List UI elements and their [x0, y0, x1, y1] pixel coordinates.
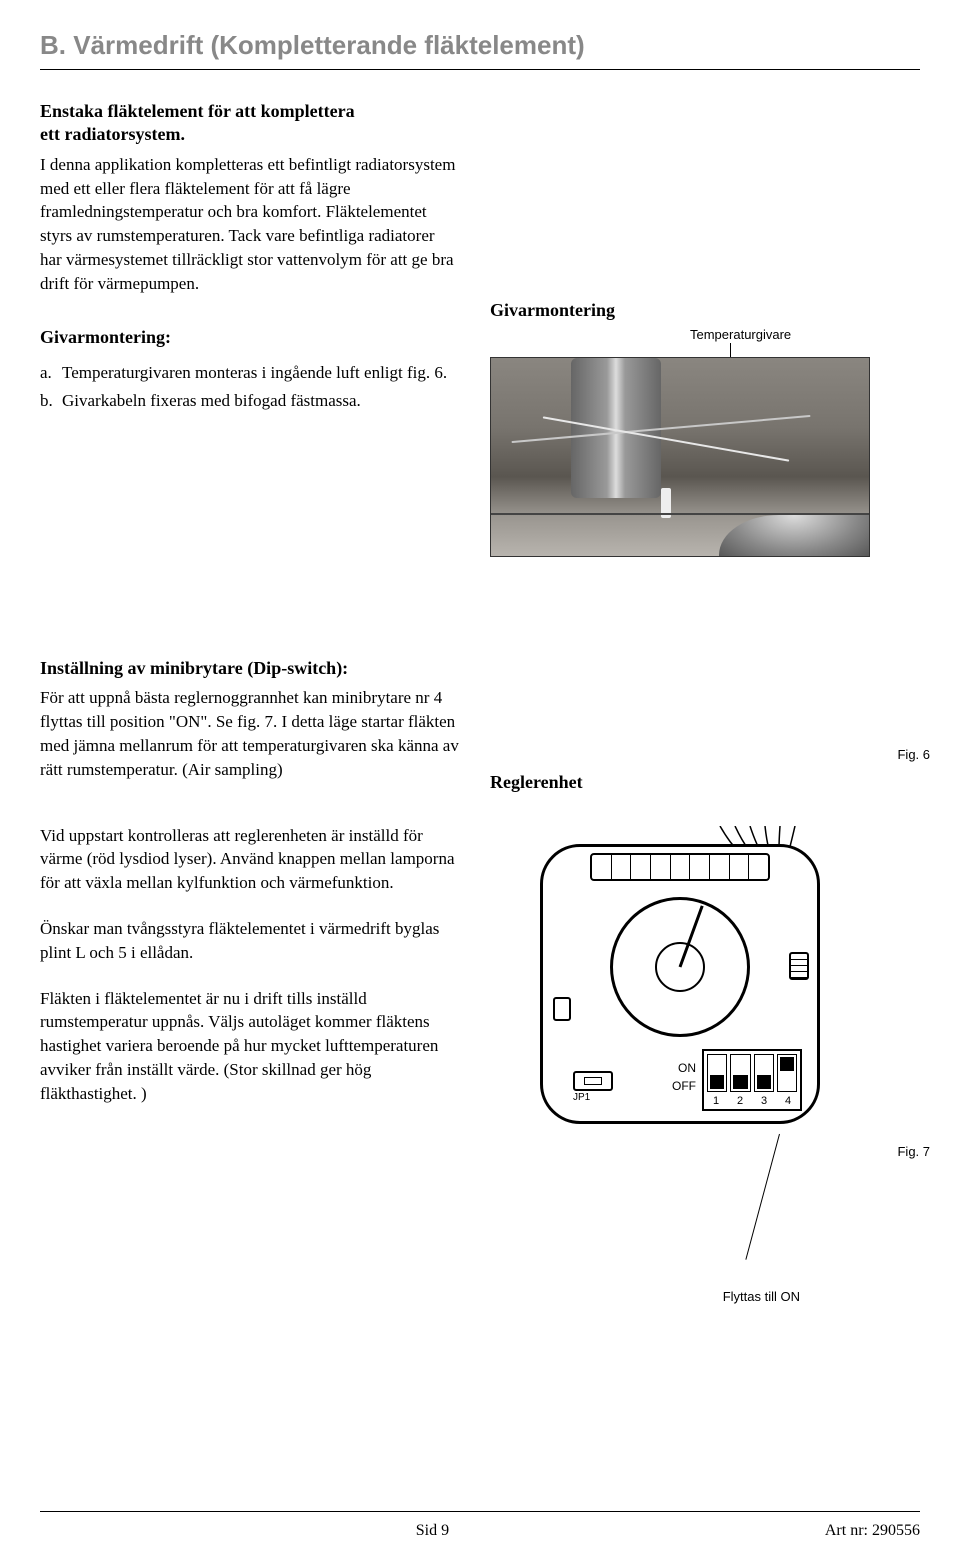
list-letter-a: a.	[40, 361, 62, 385]
sensor-caption: Temperaturgivare	[690, 327, 791, 342]
intro-paragraph: I denna applikation kompletteras ett bef…	[40, 153, 460, 296]
page-title: B. Värmedrift (Kompletterande fläkteleme…	[40, 30, 920, 61]
photo-pipe	[571, 358, 661, 498]
controller-side-button-left	[553, 997, 571, 1021]
footer-artnr: Art nr: 290556	[825, 1522, 920, 1540]
dip-numbers: 1 2 3 4	[704, 1095, 800, 1107]
last-p3: Fläkten i fläktelementet är nu i drift t…	[40, 987, 460, 1106]
dip-switch-3	[754, 1054, 774, 1092]
list-item-a: a. Temperaturgivaren monteras i ingående…	[40, 361, 460, 385]
title-rule	[40, 69, 920, 70]
dipswitch-heading: Inställning av minibrytare (Dip-switch):	[40, 657, 460, 680]
list-item-b: b. Givarkabeln fixeras med bifogad fästm…	[40, 389, 460, 413]
controller-dip-switch: ON OFF 1 2 3 4	[702, 1049, 802, 1111]
page-footer: Sid 9 Art nr: 290556	[40, 1511, 920, 1540]
givarmontering-heading: Givarmontering:	[40, 326, 460, 349]
list-text-b: Givarkabeln fixeras med bifogad fästmass…	[62, 389, 361, 413]
sensor-photo	[490, 357, 870, 557]
list-text-a: Temperaturgivaren monteras i ingående lu…	[62, 361, 447, 385]
dip-num-4: 4	[776, 1095, 800, 1107]
dip-on-label: ON	[672, 1059, 696, 1077]
intro-heading: Enstaka fläktelement för att komplettera…	[40, 100, 460, 147]
photo-cylinder	[719, 515, 869, 557]
dip-num-2: 2	[728, 1095, 752, 1107]
last-p1: Vid uppstart kontrolleras att reglerenhe…	[40, 824, 460, 895]
dip-pointer-caption: Flyttas till ON	[723, 1289, 800, 1304]
dip-switch-4	[777, 1054, 797, 1092]
section-intro: Enstaka fläktelement för att komplettera…	[40, 100, 920, 557]
last-p2: Önskar man tvångsstyra fläktelementet i …	[40, 917, 460, 965]
dipswitch-paragraph: För att uppnå bästa reglernoggrannhet ka…	[40, 686, 460, 781]
dip-on-off-labels: ON OFF	[672, 1059, 696, 1095]
dip-pointer-line	[745, 1133, 780, 1259]
controller-diagram: JP1 ON OFF 1 2	[520, 834, 850, 1154]
footer-page: Sid 9	[416, 1522, 449, 1540]
dip-switch-1	[707, 1054, 727, 1092]
list-letter-b: b.	[40, 389, 62, 413]
intro-heading-l2: ett radiatorsystem.	[40, 124, 185, 144]
givarmontering-label: Givarmontering	[490, 300, 920, 321]
dip-off-label: OFF	[672, 1077, 696, 1095]
controller-terminal	[590, 853, 770, 881]
dip-num-3: 3	[752, 1095, 776, 1107]
section-dipswitch: Inställning av minibrytare (Dip-switch):…	[40, 657, 920, 804]
controller-side-button-right	[789, 952, 809, 980]
sensor-photo-diagram: Temperaturgivare	[490, 327, 870, 557]
dip-switches-row	[704, 1051, 800, 1095]
section-controller: Vid uppstart kontrolleras att reglerenhe…	[40, 824, 920, 1154]
fig7-label: Fig. 7	[897, 1144, 930, 1159]
intro-heading-l1: Enstaka fläktelement för att komplettera	[40, 101, 355, 121]
fig6-label: Fig. 6	[897, 747, 930, 762]
jp1-label: JP1	[573, 1092, 590, 1103]
controller-body: JP1 ON OFF 1 2	[540, 844, 820, 1124]
dip-num-1: 1	[704, 1095, 728, 1107]
controller-jp1	[573, 1071, 613, 1091]
dip-switch-2	[730, 1054, 750, 1092]
controller-dial	[610, 897, 750, 1037]
reglerenhet-label: Reglerenhet	[490, 772, 920, 793]
